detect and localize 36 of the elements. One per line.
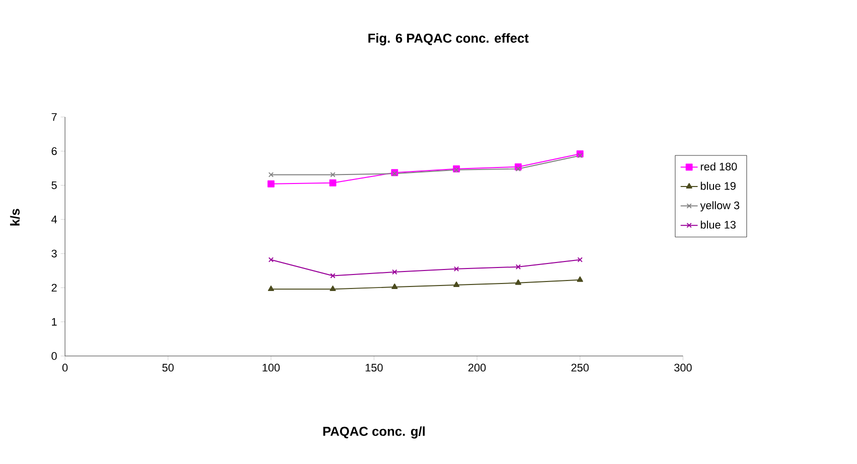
point xyxy=(392,284,398,290)
point xyxy=(330,172,336,178)
y-tick-label: 2 xyxy=(52,284,57,292)
y-axis-title: k/s xyxy=(10,208,20,226)
x-axis-title: PAQAC conc. g/l xyxy=(323,426,425,439)
x-tick-label: 250 xyxy=(571,364,589,372)
legend-label: yellow 3 xyxy=(700,201,740,212)
point xyxy=(329,179,336,186)
point xyxy=(268,286,274,292)
x-tick-label: 50 xyxy=(162,364,174,372)
x-tick-label: 100 xyxy=(262,364,280,372)
chart-title: Fig. 6 PAQAC conc. effect xyxy=(368,33,529,46)
x-tick-label: 200 xyxy=(468,364,486,372)
point xyxy=(330,273,336,278)
point xyxy=(392,269,398,275)
legend-label: blue 19 xyxy=(700,182,736,190)
point xyxy=(516,264,521,270)
y-tick-label: 7 xyxy=(52,113,57,121)
x-tick-label: 150 xyxy=(366,364,383,372)
y-tick-label: 5 xyxy=(52,181,57,190)
legend-label: blue 13 xyxy=(700,220,736,229)
point xyxy=(576,276,584,282)
point xyxy=(330,286,336,292)
point xyxy=(454,266,460,272)
x-tick-label: 0 xyxy=(62,364,68,372)
point xyxy=(268,180,274,188)
y-tick-label: 0 xyxy=(52,352,57,360)
point xyxy=(453,281,460,287)
legend-label: red 180 xyxy=(700,162,737,170)
y-tick-label: 3 xyxy=(52,250,57,258)
point xyxy=(515,279,522,285)
point xyxy=(516,166,521,172)
y-tick-label: 4 xyxy=(51,216,57,224)
y-tick-label: 6 xyxy=(52,147,57,156)
y-tick-label: 1 xyxy=(52,318,57,326)
x-tick-label: 300 xyxy=(674,364,692,372)
